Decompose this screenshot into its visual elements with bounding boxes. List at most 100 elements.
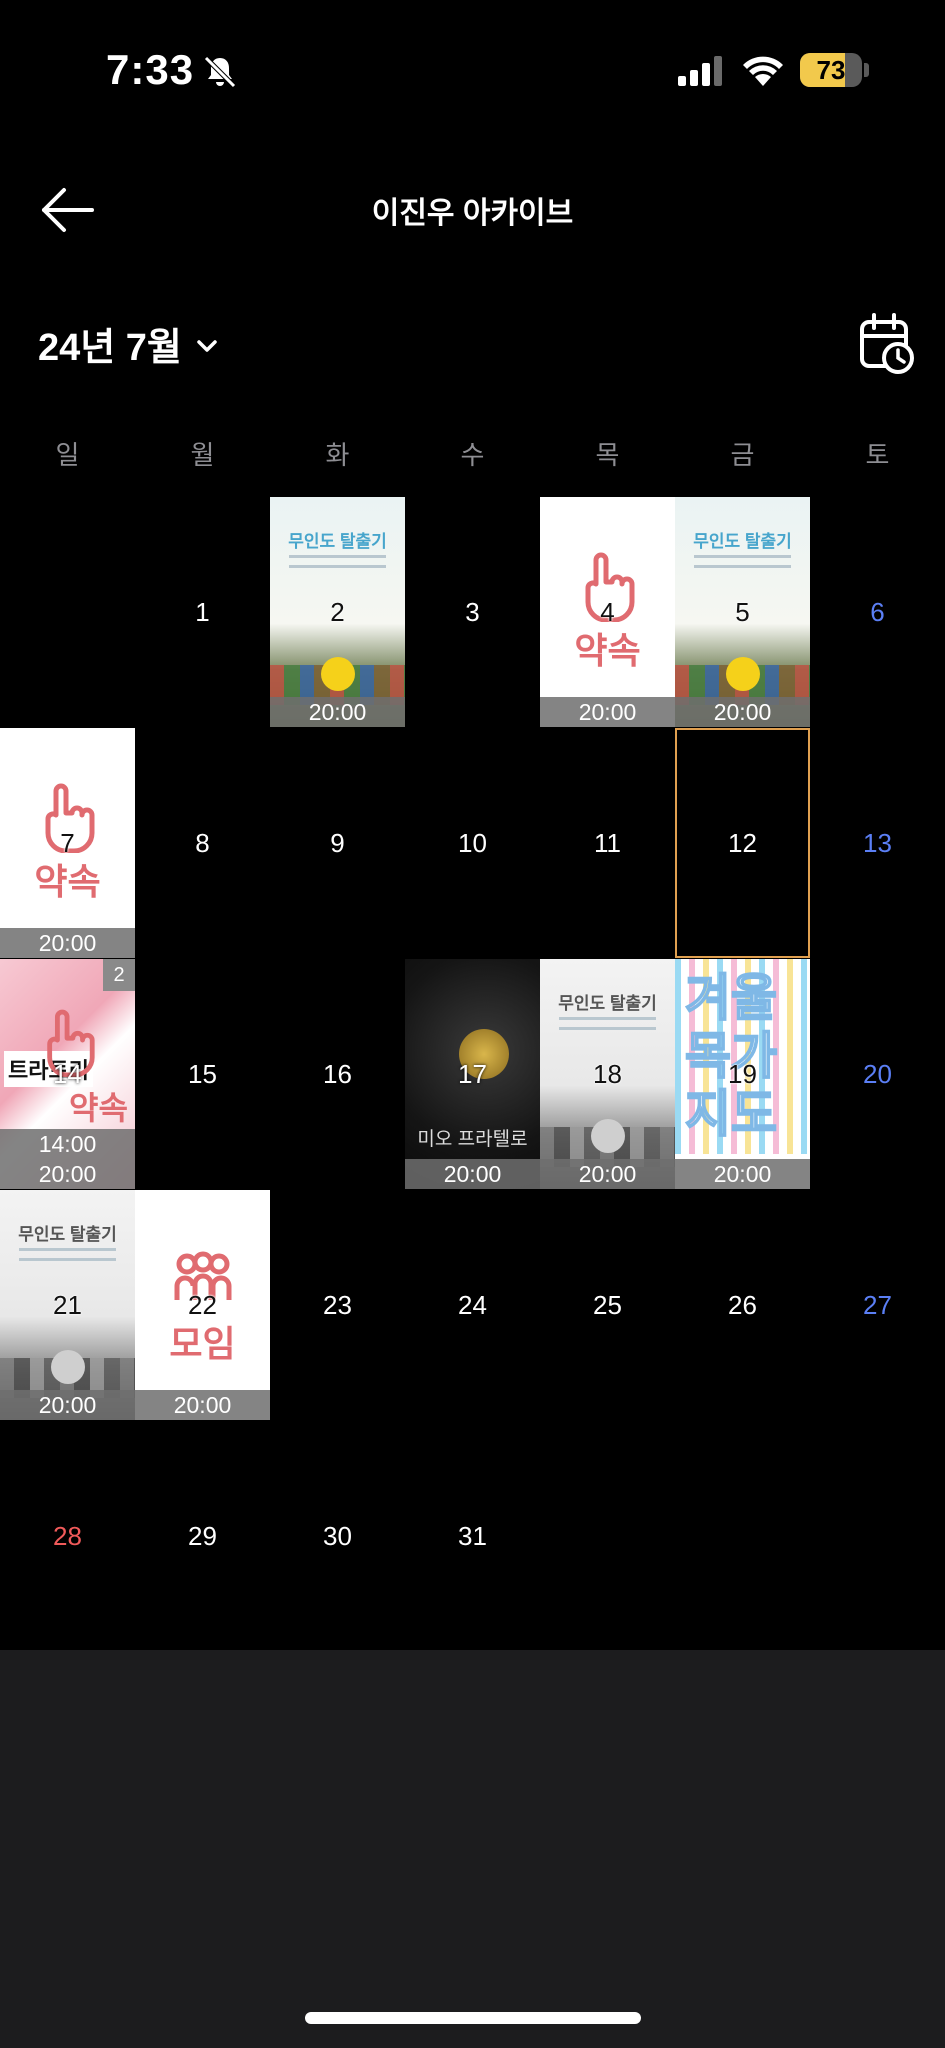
calendar-day-29[interactable]: 29 bbox=[135, 1421, 270, 1651]
calendar-day-2[interactable]: 무인도 탈출기 2 20:00 bbox=[270, 497, 405, 727]
poster-text-line bbox=[558, 1027, 657, 1030]
duck-illustration bbox=[320, 657, 355, 691]
day-number: 28 bbox=[53, 1520, 82, 1551]
weekday-wed: 수 bbox=[460, 440, 485, 470]
calendar-day-19[interactable]: 겨울목가지도 19 20:00 bbox=[675, 959, 810, 1189]
event-time: 20:00 bbox=[443, 1161, 502, 1187]
day-number: 10 bbox=[458, 827, 487, 858]
event-time: 20:00 bbox=[578, 1161, 637, 1187]
event-time: 20:00 bbox=[713, 699, 772, 725]
pinky-promise-icon bbox=[45, 783, 94, 853]
poster-title: 무인도 탈출기 bbox=[693, 532, 792, 551]
day-number: 6 bbox=[870, 596, 885, 627]
status-time: 7:33 bbox=[106, 46, 195, 93]
day-number: 9 bbox=[330, 827, 345, 858]
day-number: 29 bbox=[188, 1520, 217, 1551]
promise-label: 약속 bbox=[69, 1090, 128, 1126]
poster-title: 미오 프라텔로 bbox=[417, 1129, 528, 1150]
bottom-panel bbox=[0, 1650, 945, 2048]
pinky-promise-icon bbox=[47, 1009, 95, 1077]
day-number: 31 bbox=[458, 1520, 487, 1551]
calendar-day-16[interactable]: 16 bbox=[270, 959, 405, 1189]
day-number: 2 bbox=[330, 596, 345, 627]
calendar-day-31[interactable]: 31 bbox=[405, 1421, 540, 1651]
event-poster-thumbnail: 무인도 탈출기 bbox=[675, 497, 810, 727]
weekday-fri: 금 bbox=[730, 440, 755, 470]
calendar-day-18[interactable]: 무인도 탈출기 18 20:00 bbox=[540, 959, 675, 1189]
day-number: 16 bbox=[323, 1058, 352, 1089]
day-number: 4 bbox=[600, 596, 615, 627]
calendar-day-17[interactable]: 미오 프라텔로 17 20:00 bbox=[405, 959, 540, 1189]
calendar-day-13[interactable]: 13 bbox=[810, 728, 945, 958]
day-number: 27 bbox=[863, 1289, 892, 1320]
day-number: 14 bbox=[53, 1058, 82, 1089]
event-time-bar: 20:00 bbox=[675, 1159, 810, 1189]
calendar-day-11[interactable]: 11 bbox=[540, 728, 675, 958]
calendar-day-1[interactable]: 1 bbox=[135, 497, 270, 727]
pinky-promise-icon bbox=[585, 552, 634, 622]
calendar-day-30[interactable]: 30 bbox=[270, 1421, 405, 1651]
day-number: 20 bbox=[863, 1058, 892, 1089]
weekday-thu: 목 bbox=[595, 440, 620, 470]
back-arrow-icon[interactable] bbox=[38, 180, 98, 240]
event-poster-thumbnail: 미오 프라텔로 bbox=[405, 959, 540, 1189]
day-number: 17 bbox=[458, 1058, 487, 1089]
calendar-day-5[interactable]: 무인도 탈출기 5 20:00 bbox=[675, 497, 810, 727]
calendar-day-6[interactable]: 6 bbox=[810, 497, 945, 727]
calendar-day-24[interactable]: 24 bbox=[405, 1190, 540, 1420]
calendar-day-25[interactable]: 25 bbox=[540, 1190, 675, 1420]
calendar-day-12[interactable]: 12 bbox=[675, 728, 810, 958]
event-time-bar: 20:00 bbox=[270, 697, 405, 727]
calendar-day-10[interactable]: 10 bbox=[405, 728, 540, 958]
home-indicator[interactable] bbox=[305, 2012, 641, 2024]
calendar-day-23[interactable]: 23 bbox=[270, 1190, 405, 1420]
calendar-day-3[interactable]: 3 bbox=[405, 497, 540, 727]
event-poster-thumbnail: 무인도 탈출기 bbox=[270, 497, 405, 727]
calendar-clock-icon[interactable] bbox=[858, 312, 916, 374]
calendar-day-28[interactable]: 28 bbox=[0, 1421, 135, 1651]
weekday-sat: 토 bbox=[865, 440, 890, 470]
month-label: 24년 7월 bbox=[38, 326, 182, 369]
poster-title: 무인도 탈출기 bbox=[288, 532, 387, 551]
calendar-day-20[interactable]: 20 bbox=[810, 959, 945, 1189]
calendar-day-21[interactable]: 무인도 탈출기 21 20:00 bbox=[0, 1190, 135, 1420]
day-number: 21 bbox=[53, 1289, 82, 1320]
poster-text-line bbox=[288, 555, 387, 558]
calendar-day-15[interactable]: 15 bbox=[135, 959, 270, 1189]
battery-indicator: 73 bbox=[800, 53, 862, 87]
day-number: 13 bbox=[863, 827, 892, 858]
poster-title: 무인도 탈출기 bbox=[18, 1225, 117, 1244]
rose-illustration bbox=[459, 1029, 509, 1079]
page-title: 이진우 아카이브 bbox=[371, 197, 574, 230]
day-number: 15 bbox=[188, 1058, 217, 1089]
event-time-bar: 20:00 bbox=[0, 928, 135, 958]
day-number: 12 bbox=[728, 827, 757, 858]
calendar-day-14[interactable]: 트라토리 약속 14 14:00 20:00 2 bbox=[0, 959, 135, 1189]
event-time-bar: 20:00 bbox=[540, 697, 675, 727]
month-selector[interactable]: 24년 7월 bbox=[38, 318, 222, 369]
promise-thumbnail: 약속 bbox=[0, 728, 135, 958]
duck-illustration bbox=[725, 657, 760, 691]
chevron-down-icon bbox=[197, 340, 217, 352]
calendar-day-26[interactable]: 26 bbox=[675, 1190, 810, 1420]
day-number: 30 bbox=[323, 1520, 352, 1551]
calendar-day-4[interactable]: 약속 4 20:00 bbox=[540, 497, 675, 727]
day-number: 25 bbox=[593, 1289, 622, 1320]
calendar-day-7[interactable]: 약속 7 20:00 bbox=[0, 728, 135, 958]
calendar-day-9[interactable]: 9 bbox=[270, 728, 405, 958]
weekday-mon: 월 bbox=[190, 440, 215, 470]
poster-title: 겨울목가지도 bbox=[684, 969, 778, 1143]
event-poster-thumbnail: 무인도 탈출기 bbox=[0, 1190, 135, 1420]
event-time-bar: 20:00 bbox=[405, 1159, 540, 1189]
group-people-icon bbox=[174, 1251, 231, 1300]
event-time-bar: 20:00 bbox=[675, 697, 810, 727]
day-number: 1 bbox=[195, 596, 210, 627]
calendar-day-27[interactable]: 27 bbox=[810, 1190, 945, 1420]
promise-overlay: 약속 bbox=[47, 1009, 135, 1149]
day-number: 19 bbox=[728, 1058, 757, 1089]
calendar-day-8[interactable]: 8 bbox=[135, 728, 270, 958]
calendar-day-22[interactable]: 모임 22 20:00 bbox=[135, 1190, 270, 1420]
event-count-badge: 2 bbox=[103, 959, 135, 991]
event-time: 20:00 bbox=[38, 1392, 97, 1418]
wifi-icon bbox=[743, 56, 783, 86]
